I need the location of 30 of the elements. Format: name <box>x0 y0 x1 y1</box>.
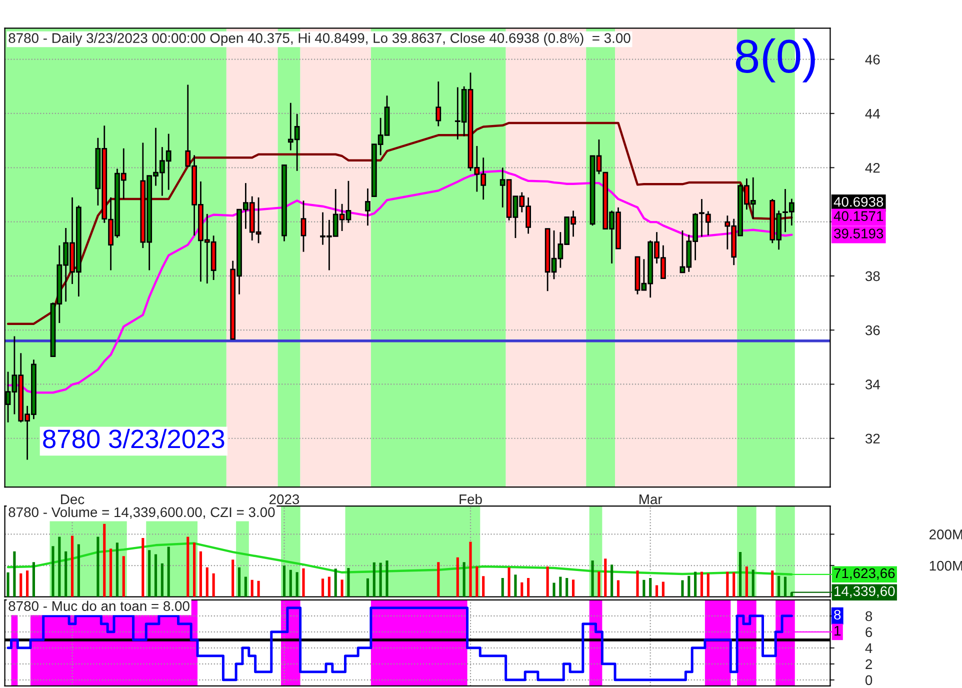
y-tick-label: 32 <box>865 434 880 444</box>
chart-title: 8780 - Daily 3/23/2023 00:00:00 Open 40.375, Hi 40.8499, Lo 39.8637, Close 40.6938 (0.8%) = 3.00 <box>8 32 630 46</box>
annotation: 8780 3/23/2023 <box>43 428 224 448</box>
annotation: 8(0) <box>736 38 815 82</box>
y-tick-label: 100M <box>930 560 962 571</box>
y-tick-label: 4 <box>865 643 872 653</box>
y-tick-label: 8 <box>866 611 872 622</box>
y-tick-label: 200M <box>930 530 962 540</box>
y-tick-label: 34 <box>865 380 880 390</box>
annotation: 14,339,60 <box>834 586 895 598</box>
text: 40.6938 <box>834 196 884 207</box>
y-tick-label: 36 <box>865 325 880 336</box>
chart-title: 8780 - Volume = 14,339,600.00, CZI = 3.00 <box>8 506 275 519</box>
chart-title: 8780 - Muc do an toan = 8.00 <box>8 600 190 611</box>
text: 8 <box>834 610 841 620</box>
y-tick-label: 0 <box>865 675 872 686</box>
annotation: 1 <box>834 626 841 636</box>
y-tick-label: 44 <box>865 108 880 119</box>
y-tick-label: 46 <box>865 54 880 65</box>
y-tick-label: 38 <box>865 271 880 282</box>
x-tick-label: Mar <box>640 494 662 504</box>
x-tick-label: Dec <box>61 494 84 504</box>
text: 39.5193 <box>834 228 884 238</box>
x-tick-label: Feb <box>460 494 482 504</box>
y-tick-label: 42 <box>865 162 880 173</box>
y-tick-label: 6 <box>866 627 872 638</box>
x-tick-label: 2023 <box>269 494 300 504</box>
text: 40.1571 <box>834 211 884 221</box>
annotation: 71,623,66 <box>834 568 895 580</box>
y-tick-label: 2 <box>866 659 872 669</box>
